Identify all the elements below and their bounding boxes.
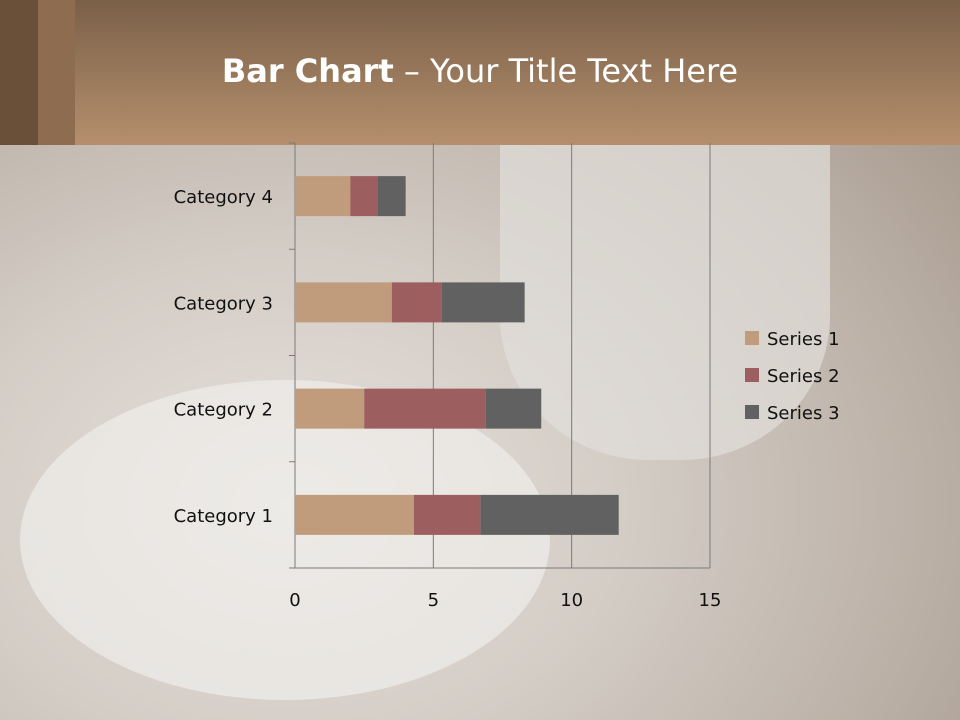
bar-series-1 [295, 282, 392, 323]
slide-title: Bar Chart – Your Title Text Here [0, 52, 960, 90]
category-label: Category 4 [174, 187, 273, 208]
category-label: Category 2 [174, 400, 273, 421]
category-label: Category 3 [174, 293, 273, 314]
legend-swatch [745, 331, 759, 345]
category-label: Category 1 [174, 506, 273, 527]
bar-series-2 [364, 388, 486, 429]
bar-series-2 [391, 282, 442, 323]
decor-strip [0, 0, 38, 145]
bar-series-2 [350, 176, 378, 217]
legend-swatch [745, 368, 759, 382]
bar-series-1 [295, 494, 414, 535]
x-tick-label: 15 [699, 590, 722, 611]
x-tick-label: 0 [289, 590, 300, 611]
title-bold: Bar Chart [221, 52, 394, 90]
bar-series-1 [295, 176, 351, 217]
legend-label: Series 2 [767, 366, 840, 387]
bar-series-3 [441, 282, 525, 323]
bar-series-3 [480, 494, 619, 535]
bar-series-3 [378, 176, 406, 217]
background-photo-cup [20, 380, 550, 700]
legend-label: Series 3 [767, 403, 840, 424]
legend-label: Series 1 [767, 329, 840, 350]
title-rest: – Your Title Text Here [393, 52, 739, 90]
x-tick-label: 10 [560, 590, 583, 611]
bar-series-1 [295, 388, 365, 429]
title-bar [0, 0, 960, 145]
background-photo-jug [500, 140, 830, 460]
x-tick-label: 5 [428, 590, 439, 611]
legend-swatch [745, 405, 759, 419]
decor-strip [38, 0, 75, 145]
bar-series-2 [413, 494, 481, 535]
bar-series-3 [485, 388, 542, 429]
